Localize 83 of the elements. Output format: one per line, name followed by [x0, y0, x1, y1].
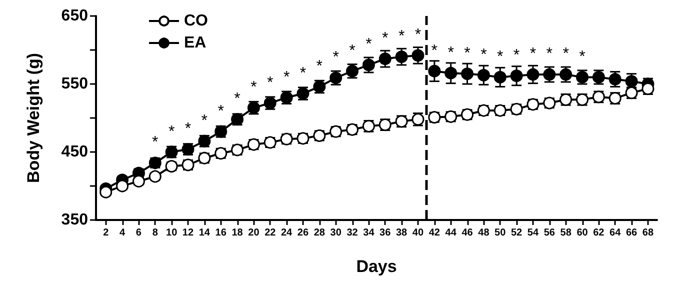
- x-tick-label: 46: [462, 228, 474, 238]
- x-tick-label: 60: [576, 228, 588, 238]
- data-label: *: [579, 48, 586, 66]
- x-tick-label: 54: [527, 228, 539, 238]
- point: [428, 64, 441, 78]
- point: [378, 52, 392, 66]
- data-label: *: [201, 112, 208, 130]
- x-tick-label: 8: [152, 228, 158, 238]
- x-tick-label: 56: [544, 228, 556, 238]
- y-axis-title: Body Weight (g): [24, 53, 43, 183]
- data-label: *: [562, 46, 569, 63]
- y-tick-label: 450: [61, 144, 88, 160]
- data-label: *: [431, 42, 438, 60]
- x-tick-label: 64: [610, 228, 622, 238]
- x-tick-label: 4: [120, 228, 126, 238]
- x-tick-label: 26: [297, 228, 309, 238]
- data-label: *: [300, 64, 306, 82]
- data-label: *: [316, 58, 323, 75]
- x-tick-label: 24: [280, 228, 293, 238]
- x-tick-label: 12: [182, 228, 194, 238]
- point: [477, 68, 490, 82]
- x-tick-label: 52: [510, 228, 523, 238]
- x-tick-label: 2: [103, 228, 110, 238]
- point: [510, 70, 523, 82]
- x-tick-label: 34: [363, 228, 375, 238]
- x-tick-label: 42: [428, 228, 440, 238]
- data-label: *: [414, 26, 422, 44]
- data-label: *: [398, 28, 405, 46]
- x-tick-label: 32: [346, 228, 358, 238]
- x-tick-label: 14: [198, 228, 210, 238]
- x-tick-label: 58: [560, 228, 572, 238]
- point: [148, 170, 162, 183]
- x-tick-label: 40: [412, 228, 424, 238]
- y-tick-label: 550: [61, 76, 88, 92]
- x-tick-label: 6: [136, 228, 142, 238]
- y-tick-label: 650: [61, 8, 88, 24]
- x-tick-label: 30: [330, 228, 342, 238]
- x-tick-label: 16: [215, 228, 227, 238]
- x-tick-label: 50: [494, 228, 506, 238]
- data-label: *: [218, 102, 224, 120]
- legend-label: EA: [184, 34, 207, 52]
- data-label: *: [366, 36, 372, 54]
- point: [412, 49, 424, 62]
- x-tick-label: 22: [264, 228, 276, 238]
- x-tick-label: 48: [478, 228, 490, 238]
- point: [395, 50, 408, 64]
- point: [100, 186, 112, 198]
- x-tick-label: 36: [380, 228, 392, 238]
- data-label: *: [513, 47, 520, 64]
- data-label: *: [382, 30, 388, 48]
- data-label: *: [530, 46, 536, 63]
- x-tick-label: 66: [626, 228, 638, 238]
- data-label: *: [332, 49, 339, 66]
- data-label: *: [283, 68, 290, 86]
- point: [444, 66, 458, 80]
- data-label: *: [546, 46, 553, 63]
- legend-label: CO: [184, 12, 208, 30]
- data-label: *: [152, 134, 158, 152]
- data-label: *: [234, 90, 240, 108]
- data-label: *: [250, 79, 257, 96]
- point: [494, 70, 506, 84]
- x-tick-label: 18: [232, 228, 244, 238]
- x-tick-label: 28: [314, 228, 326, 238]
- x-tick-label: 62: [593, 228, 605, 238]
- x-tick-label: 10: [166, 228, 178, 238]
- point: [526, 68, 540, 81]
- x-tick-label: 44: [445, 228, 457, 238]
- x-tick-label: 20: [248, 228, 260, 238]
- point: [461, 68, 474, 80]
- point: [642, 82, 654, 96]
- data-label: *: [448, 44, 454, 62]
- x-tick-label: 38: [396, 228, 408, 238]
- data-label: *: [349, 42, 356, 60]
- data-label: *: [168, 123, 175, 140]
- x-tick-label: 68: [642, 228, 654, 238]
- y-tick-label: 350: [61, 212, 88, 228]
- data-label: *: [464, 45, 470, 62]
- x-axis-title: Days: [356, 257, 397, 276]
- data-label: *: [184, 120, 192, 138]
- data-label: *: [267, 74, 274, 92]
- point: [116, 180, 129, 192]
- data-label: *: [480, 46, 487, 64]
- data-label: *: [497, 48, 504, 66]
